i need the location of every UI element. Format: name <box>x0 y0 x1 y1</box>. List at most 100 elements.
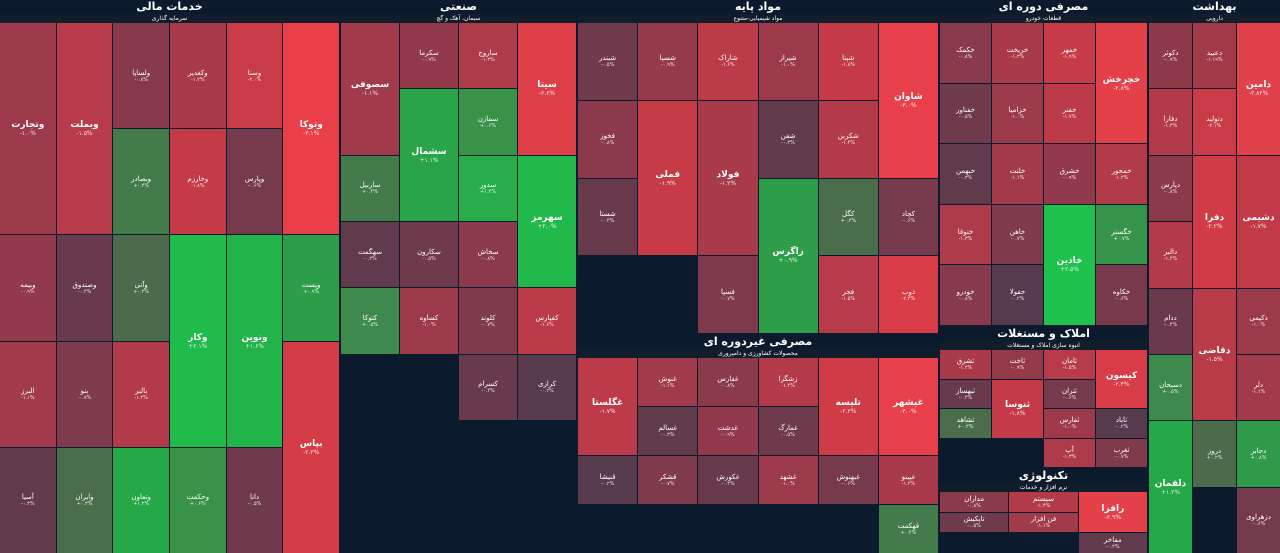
stock-tile[interactable]: خودرو -۰.۸% <box>940 265 991 325</box>
stock-tile[interactable]: فولاد -۱.۲% <box>698 100 758 256</box>
stock-tile[interactable]: کفپارس -۱.۶% <box>518 288 576 354</box>
stock-tile[interactable]: شاراک -۱.۶% <box>698 23 758 100</box>
stock-tile[interactable]: دتولید -۲.۱% <box>1193 89 1236 155</box>
stock-tile[interactable]: ثاباد -۰.۲% <box>1096 409 1147 438</box>
stock-tile[interactable]: مفاخر -۰.۳% <box>1078 533 1147 553</box>
stock-tile[interactable]: سیتا -۲.۶% <box>518 23 576 155</box>
stock-tile[interactable]: وبصادر +۰.۴% <box>113 129 169 235</box>
stock-tile[interactable]: وآتی +۰.۲% <box>113 235 169 341</box>
stock-tile[interactable]: وپست +۰.۹% <box>283 235 339 341</box>
stock-tile[interactable]: خفناور -۰.۵% <box>940 83 991 144</box>
stock-tile[interactable]: وسنا -۲.۰% <box>226 23 283 129</box>
stock-tile[interactable]: خلنت -۱.۱% <box>992 144 1043 204</box>
stock-tile[interactable]: ساروج -۱.۳% <box>459 23 517 89</box>
stock-tile[interactable]: کگل +۰.۳% <box>818 178 878 256</box>
stock-tile[interactable]: شاوان -۳.۰% <box>878 23 938 178</box>
stock-tile[interactable]: زشگزا -۱.۴% <box>758 358 818 406</box>
stock-tile[interactable]: فن افزار -۱.۱% <box>1009 512 1078 533</box>
stock-tile[interactable]: وکار +۲.۱% <box>170 235 226 447</box>
stock-tile[interactable]: ختوقا -۱.۳% <box>940 204 991 265</box>
stock-tile[interactable]: رافزا -۲.۹% <box>1078 492 1147 533</box>
stock-tile[interactable]: خکمک -۰.۸% <box>940 23 991 83</box>
stock-tile[interactable]: خچرخش -۲.۸% <box>1096 23 1147 144</box>
stock-tile[interactable]: خکاوه -۰.۶% <box>1096 265 1147 325</box>
stock-tile[interactable]: بپاس -۲.۳% <box>283 341 339 553</box>
stock-tile[interactable]: ونوین +۱.۶% <box>226 235 283 447</box>
stock-tile[interactable]: بالبر -۱.۴% <box>113 341 169 447</box>
stock-tile[interactable]: وبیمه -۰.۹% <box>0 235 56 341</box>
stock-tile[interactable]: غبهنوش -۰.۶% <box>818 456 878 504</box>
stock-tile[interactable]: دجابر +۰.۸% <box>1237 421 1280 487</box>
stock-tile[interactable]: دالبر -۱.۴% <box>1149 222 1192 288</box>
stock-tile[interactable]: دعبید -۱.۱۹% <box>1193 23 1236 89</box>
stock-tile[interactable]: سهگمت -۰.۳% <box>341 222 399 288</box>
stock-tile[interactable]: کیسون -۲.۴% <box>1096 350 1147 408</box>
stock-tile[interactable]: دکیمی -۱.۰% <box>1237 288 1280 354</box>
stock-tile[interactable]: شکربن -۱.۴% <box>818 100 878 178</box>
stock-tile[interactable]: کچاد -۰.۶% <box>878 178 938 256</box>
stock-tile[interactable]: ولساپا -۰.۸% <box>113 23 169 129</box>
stock-tile[interactable]: ثتران -۰.۶% <box>1044 379 1095 408</box>
stock-tile[interactable]: کساوه -۱.۰% <box>400 288 458 354</box>
stock-tile[interactable]: ثفارس -۱.۰% <box>1044 409 1095 438</box>
stock-tile[interactable]: غپینو -۱.۲% <box>878 456 938 504</box>
stock-tile[interactable]: سهرمز +۲.۰% <box>518 155 576 288</box>
stock-tile[interactable]: وتجارت -۱.۰% <box>0 23 56 235</box>
stock-tile[interactable]: قهکمت +۰.۴% <box>878 505 938 553</box>
stock-tile[interactable]: غفارس -۰.۸% <box>698 358 758 406</box>
stock-tile[interactable]: ثشاهد +۰.۳% <box>940 409 991 438</box>
stock-tile[interactable]: آپ -۱.۳% <box>1044 438 1095 467</box>
stock-tile[interactable]: وحکمت +۰.۶% <box>170 447 226 553</box>
stock-tile[interactable]: وتوکا -۳.۱% <box>283 23 339 235</box>
stock-tile[interactable]: فخوز -۰.۸% <box>578 100 638 178</box>
stock-tile[interactable]: خبهمن -۰.۳% <box>940 144 991 204</box>
stock-tile[interactable]: دروز +۰.۲% <box>1193 421 1236 487</box>
stock-tile[interactable]: ساربیل +۰.۴% <box>341 155 399 221</box>
stock-tile[interactable]: ثامان -۱.۵% <box>1044 350 1095 379</box>
stock-tile[interactable]: غگلستا -۱.۷% <box>578 358 638 455</box>
stock-tile[interactable]: خگستر +۰.۷% <box>1096 204 1147 265</box>
stock-tile[interactable]: دامین -۲.۸۲% <box>1237 23 1280 155</box>
stock-tile[interactable]: غشهد -۱.۰% <box>758 456 818 504</box>
stock-tile[interactable]: سخاش -۰.۸% <box>459 222 517 288</box>
stock-tile[interactable]: دزهراوی -۰.۶% <box>1237 487 1280 553</box>
stock-tile[interactable]: خفنر -۱.۷% <box>1044 83 1095 144</box>
stock-tile[interactable]: غبشهر -۳.۰% <box>878 358 938 455</box>
stock-tile[interactable]: دلر -۱.۱% <box>1237 354 1280 421</box>
stock-tile[interactable]: ثبهساز -۰.۴% <box>940 379 991 408</box>
stock-tile[interactable]: فجر -۱.۵% <box>818 256 878 333</box>
stock-tile[interactable]: وایران +۰.۳% <box>56 447 113 553</box>
stock-tile[interactable]: بنو -۰.۷% <box>56 341 113 447</box>
stock-tile[interactable]: دفرا -۲.۲% <box>1193 155 1236 288</box>
stock-tile[interactable]: ذوب -۲.۴% <box>878 256 938 333</box>
stock-tile[interactable]: خشرق -۰.۹% <box>1044 144 1095 204</box>
stock-tile[interactable]: خفولا -۰.۲% <box>992 265 1043 325</box>
stock-tile[interactable]: غدشت -۰.۹% <box>698 407 758 455</box>
stock-tile[interactable]: دپارس -۰.۸% <box>1149 155 1192 222</box>
stock-tile[interactable]: ثنوسا -۱.۸% <box>992 379 1043 438</box>
stock-tile[interactable]: دقاضی -۱.۵% <box>1193 288 1236 421</box>
stock-tile[interactable]: وبملت -۱.۵% <box>56 23 113 235</box>
stock-tile[interactable]: غمارگ -۰.۵% <box>758 407 818 455</box>
stock-tile[interactable]: البرز -۱.۱% <box>0 341 56 447</box>
stock-tile[interactable]: غسالم -۰.۳% <box>638 407 698 455</box>
stock-tile[interactable]: کرازی -۰.۲% <box>518 354 576 420</box>
stock-tile[interactable]: وصندوق -۰.۴% <box>56 235 113 341</box>
stock-tile[interactable]: وپارس -۰.۶% <box>226 129 283 235</box>
stock-tile[interactable]: وکغدیر -۱.۲% <box>170 23 226 129</box>
stock-tile[interactable]: ددام -۰.۴% <box>1149 288 1192 354</box>
stock-tile[interactable]: شیراز -۱.۰% <box>758 23 818 100</box>
stock-tile[interactable]: خریخت -۱.۲% <box>992 23 1043 83</box>
stock-tile[interactable]: شفن -۰.۳% <box>758 100 818 178</box>
stock-tile[interactable]: خمحور -۱.۴% <box>1096 144 1147 204</box>
stock-tile[interactable]: شپنا -۱.۸% <box>818 23 878 100</box>
stock-tile[interactable]: زاگرس +۰.۹% <box>758 178 818 333</box>
stock-tile[interactable]: سمازن +۰.۶% <box>459 89 517 155</box>
stock-tile[interactable]: شستا -۰.۴% <box>578 178 638 256</box>
stock-tile[interactable]: سیستم -۱.۴% <box>1009 492 1078 512</box>
stock-tile[interactable]: دلقمان +۱.۲% <box>1149 421 1192 553</box>
stock-tile[interactable]: شبندر -۰.۵% <box>578 23 638 100</box>
stock-tile[interactable]: وتعاون +۱.۲% <box>113 447 169 553</box>
stock-tile[interactable]: خمهر -۱.۹% <box>1044 23 1095 83</box>
stock-tile[interactable]: آسیا -۰.۳% <box>0 447 56 553</box>
